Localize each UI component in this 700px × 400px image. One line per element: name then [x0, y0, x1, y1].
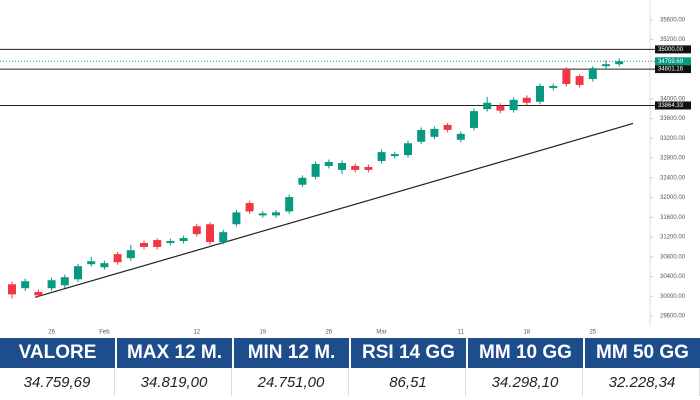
y-tick-label: 29600.00	[660, 314, 686, 320]
table-cell: 34.819,00	[117, 368, 232, 396]
candle-body	[588, 68, 597, 80]
x-tick-label: Feb	[99, 330, 110, 336]
table-header: MM 10 GG	[468, 338, 583, 368]
candle-body	[364, 166, 373, 170]
price-badge	[655, 57, 691, 66]
table-cell: 32.228,34	[585, 368, 700, 396]
candle-body	[258, 213, 267, 216]
candle-body	[351, 165, 360, 170]
candle-body	[549, 85, 558, 88]
candle-body	[562, 69, 571, 84]
candle-body	[430, 128, 439, 137]
level-label: 34601.16	[658, 67, 684, 73]
candle-body	[206, 224, 214, 243]
candle-body	[34, 291, 43, 296]
candle-body	[443, 124, 452, 130]
y-tick-label: 33600.00	[660, 116, 686, 122]
x-tick-label: 19	[259, 330, 266, 336]
table-cell: 86,51	[351, 368, 466, 396]
candle-body	[285, 197, 294, 212]
candle-body	[192, 226, 201, 235]
candle-body	[47, 280, 56, 289]
y-tick-label: 32400.00	[660, 175, 686, 181]
candle-body	[522, 97, 531, 103]
candle-body	[8, 284, 16, 295]
candle-body	[615, 61, 624, 65]
y-tick-label: 35600.00	[660, 17, 686, 23]
level-label: 35000.00	[658, 47, 684, 53]
candle-body	[232, 212, 241, 225]
candle-body	[509, 99, 518, 111]
candle-body	[21, 281, 30, 289]
candle-body	[126, 250, 135, 259]
chart: 29600.00 30000.00 30400.00 30800.00 31200.00…	[0, 0, 691, 336]
candle-body	[575, 76, 584, 85]
table-header: MIN 12 M.	[234, 338, 349, 368]
table-header: MAX 12 M.	[117, 338, 232, 368]
trendline	[34, 122, 634, 298]
y-tick-label: 33200.00	[660, 136, 686, 142]
candle-body	[140, 243, 148, 247]
candle-body	[390, 154, 399, 157]
candle-body	[298, 177, 307, 185]
candle-body	[404, 143, 412, 156]
level-badge	[655, 45, 691, 54]
y-tick-label: 30400.00	[660, 274, 686, 280]
price-label: 34759.69	[658, 59, 684, 65]
y-tick-label: 31200.00	[660, 235, 686, 241]
y-tick-label: 34000.00	[660, 96, 686, 102]
candle-body	[602, 64, 610, 67]
y-tick-label: 32000.00	[660, 195, 686, 201]
stats-table: VALORE MAX 12 M. MIN 12 M. RSI 14 GG MM 10 G…	[0, 338, 700, 396]
candle-body	[179, 238, 188, 242]
candle-body	[166, 241, 175, 244]
level-label: 33864.33	[658, 103, 684, 109]
table-header: RSI 14 GG	[351, 338, 466, 368]
y-tick-label: 31600.00	[660, 215, 686, 221]
y-tick-label: 30000.00	[660, 294, 686, 300]
x-tick-label: Mar	[376, 330, 386, 336]
y-tick-label: 32800.00	[660, 156, 686, 162]
candle-body	[219, 232, 228, 243]
level-badge	[655, 65, 691, 74]
candle-body	[338, 163, 346, 170]
candle-body	[272, 212, 280, 216]
candle-body	[417, 129, 426, 142]
x-tick-label: 12	[193, 330, 200, 336]
candle-body	[536, 85, 544, 102]
x-tick-label: 18	[523, 330, 530, 336]
x-tick-label: 25	[589, 330, 596, 336]
candle-body	[483, 102, 492, 110]
x-tick-label: 26	[325, 330, 332, 336]
x-tick-label: 26	[48, 330, 55, 336]
candle-body	[74, 266, 82, 280]
candle-body	[87, 261, 96, 265]
table-header: VALORE	[0, 338, 115, 368]
candle-body	[100, 263, 109, 268]
x-tick-label: 11	[458, 330, 465, 336]
table-cell: 24.751,00	[234, 368, 349, 396]
candle-body	[113, 254, 122, 263]
y-tick-label: 30800.00	[660, 254, 686, 260]
candle-body	[153, 240, 162, 247]
candle-body	[60, 277, 69, 286]
table-cell: 34.759,69	[0, 368, 115, 396]
level-badge	[655, 101, 691, 110]
table-header: MM 50 GG	[585, 338, 700, 368]
candle-body	[324, 162, 333, 166]
candle-body	[377, 152, 386, 162]
table-cell: 34.298,10	[468, 368, 583, 396]
candle-body	[311, 163, 320, 177]
candle-body	[456, 133, 465, 140]
y-tick-label: 35200.00	[660, 37, 686, 43]
candle-body	[470, 111, 478, 128]
candle-body	[496, 105, 505, 111]
candle-body	[245, 203, 254, 212]
